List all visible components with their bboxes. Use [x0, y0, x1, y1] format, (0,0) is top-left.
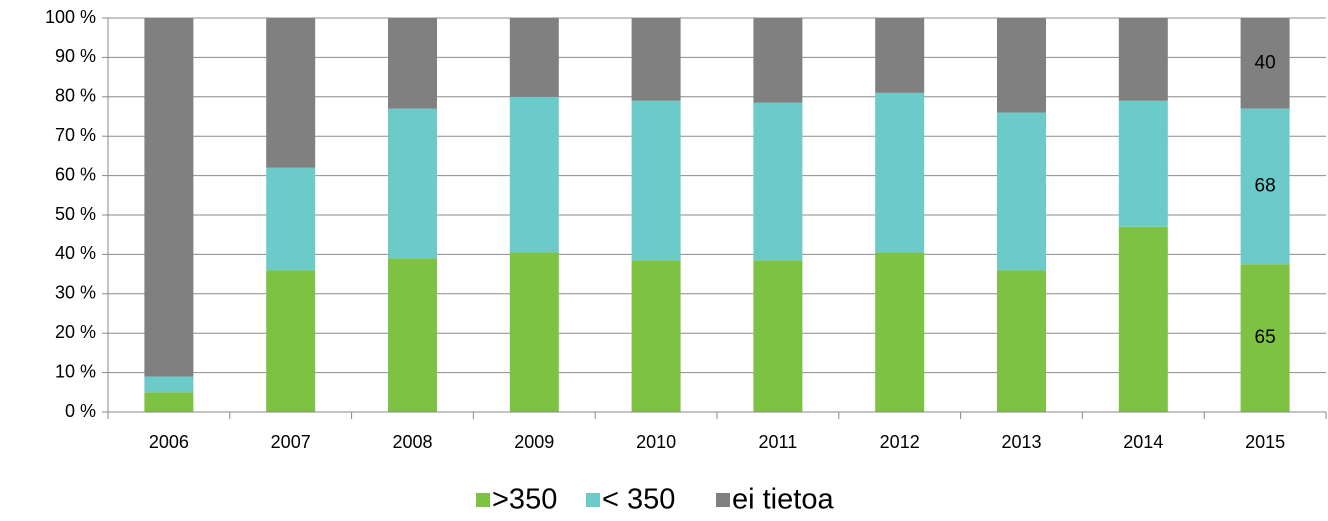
bar-segment [1118, 100, 1168, 227]
bar-segment [875, 18, 925, 93]
bar-segment [997, 18, 1046, 113]
bar-segment [388, 108, 437, 259]
bar-segment [388, 258, 437, 412]
bar-segment [753, 102, 803, 261]
data-label: 40 [1255, 52, 1276, 73]
bar-segment [509, 18, 559, 97]
y-tick-label: 0 % [65, 401, 96, 421]
bar-segment [509, 96, 559, 253]
bar-segment [875, 252, 925, 412]
bar-segment [1118, 226, 1168, 412]
legend-label: < 350 [602, 484, 675, 516]
bar-segment [144, 392, 194, 412]
y-tick-label: 60 % [55, 164, 96, 184]
bar-segment [266, 18, 316, 168]
legend-swatch [586, 493, 600, 507]
y-tick-label: 50 % [55, 204, 96, 224]
y-tick-label: 20 % [55, 322, 96, 342]
bar-segment [1240, 264, 1290, 412]
data-label: 68 [1255, 175, 1276, 196]
x-tick-label: 2010 [636, 432, 676, 452]
x-tick-label: 2006 [149, 432, 189, 452]
x-tick-label: 2015 [1245, 432, 1285, 452]
legend-label: >350 [492, 484, 557, 516]
bar-segment [1118, 18, 1168, 101]
y-tick-label: 30 % [55, 283, 96, 303]
bar-segment [631, 260, 681, 412]
bar-segment [875, 92, 925, 253]
x-tick-label: 2011 [759, 432, 798, 452]
x-tick-label: 2013 [1001, 432, 1041, 452]
y-tick-label: 80 % [55, 86, 96, 106]
bar-segment [144, 18, 194, 377]
bar-segment [1240, 108, 1290, 265]
y-tick-label: 40 % [55, 243, 96, 263]
y-tick-label: 70 % [55, 125, 96, 145]
bar-segment [144, 376, 194, 393]
legend-swatch [476, 493, 490, 507]
bar-segment [1240, 18, 1290, 109]
bar-segment [753, 260, 803, 412]
bar-segment [266, 167, 316, 271]
x-tick-label: 2008 [392, 432, 432, 452]
bar-segment [753, 18, 803, 103]
x-tick-label: 2009 [514, 432, 554, 452]
bar-segment [509, 252, 559, 412]
bar-segment [997, 112, 1046, 271]
x-tick-label: 2014 [1123, 432, 1163, 452]
y-tick-label: 90 % [55, 46, 96, 66]
bar-segment [388, 18, 437, 109]
bar-segment [631, 18, 681, 101]
y-tick-label: 10 % [55, 361, 96, 381]
bar-segment [997, 270, 1046, 412]
x-tick-label: 2007 [271, 432, 311, 452]
bar-segment [266, 270, 316, 412]
bar-segment [631, 100, 681, 261]
legend-swatch [716, 493, 730, 507]
x-tick-label: 2012 [880, 432, 920, 452]
data-label: 65 [1255, 327, 1276, 348]
legend-label: ei tietoa [732, 484, 834, 516]
y-tick-label: 100 % [45, 7, 96, 27]
